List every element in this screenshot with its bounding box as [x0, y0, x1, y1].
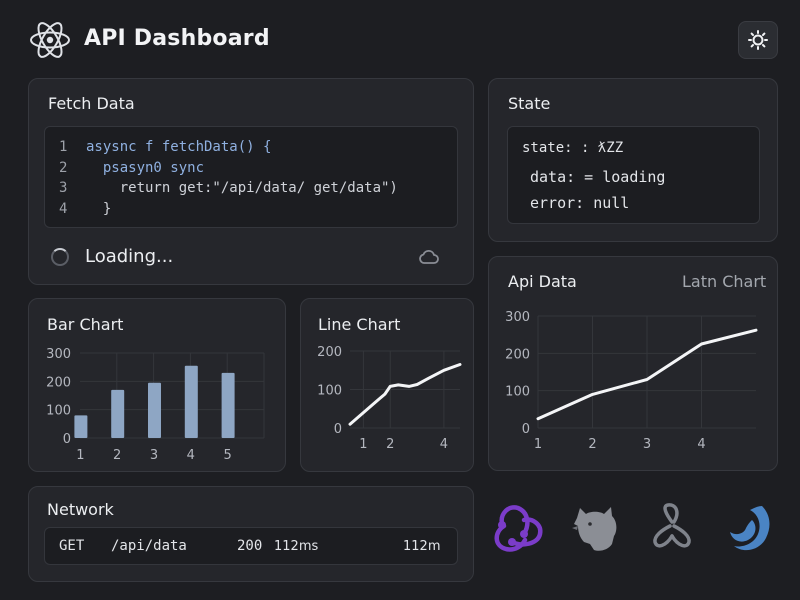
y-tick-label: 200 [317, 345, 342, 360]
theme-toggle-button[interactable] [738, 21, 778, 59]
code-block: 1 asysnc f fetchData() { 2 psasyn0 sync 3… [44, 126, 458, 228]
line-number: 2 [59, 160, 68, 176]
y-tick-label: 300 [505, 310, 530, 325]
bar-chart: 0 100 200 300 1 2 3 4 5 [46, 347, 265, 463]
request-method: GET [59, 538, 85, 554]
api-data-chart: 0 100 200 300 1 2 3 4 [505, 310, 758, 452]
code-line: asysnc f fetchData() { [86, 139, 272, 155]
cloud-icon[interactable] [418, 247, 440, 267]
x-tick-label: 2 [113, 448, 121, 463]
loading-status: Loading... [85, 246, 174, 267]
line-number: 1 [59, 139, 68, 155]
x-tick-label: 3 [643, 437, 651, 452]
y-tick-label: 0 [63, 432, 71, 447]
x-tick-label: 3 [150, 448, 158, 463]
bar-4 [184, 365, 198, 438]
x-tick-label: 5 [223, 448, 231, 463]
request-time: 112ms [274, 539, 319, 554]
state-line: data: = loading [530, 168, 666, 186]
line-chart-title: Line Chart [318, 315, 401, 334]
api-chart-subtitle: Latn Chart [682, 272, 767, 291]
x-tick-label: 1 [534, 437, 542, 452]
y-tick-label: 300 [46, 347, 71, 362]
api-chart-title: Api Data [508, 272, 577, 291]
fetch-card-title: Fetch Data [48, 94, 135, 113]
x-tick-label: 4 [697, 437, 705, 452]
code-line: } [86, 201, 112, 217]
bar-1 [74, 415, 88, 438]
line-number: 3 [59, 180, 68, 196]
y-tick-label: 100 [46, 404, 71, 419]
line-number: 4 [59, 201, 68, 217]
x-tick-label: 2 [588, 437, 596, 452]
state-line: state: : ƛZZ [522, 140, 624, 156]
x-tick-label: 1 [359, 437, 367, 452]
network-card-title: Network [47, 500, 114, 519]
atom-icon [30, 22, 70, 58]
x-tick-label: 4 [187, 448, 195, 463]
bar-3 [148, 382, 161, 438]
state-line: error: null [530, 194, 630, 212]
y-tick-label: 0 [522, 422, 530, 437]
y-tick-label: 100 [505, 385, 530, 400]
line-chart-card [300, 298, 474, 472]
swr-icon [730, 506, 770, 551]
request-path: /api/data [111, 538, 187, 554]
bar-chart-title: Bar Chart [47, 315, 124, 334]
bar-5 [221, 372, 235, 438]
request-duration: 112m [403, 539, 441, 554]
sun-icon [748, 30, 768, 50]
code-line: return get:"/api/data/ get/data") [86, 180, 398, 196]
x-tick-label: 1 [76, 448, 84, 463]
bear-icon [572, 507, 617, 551]
redux-icon [494, 505, 543, 552]
y-tick-label: 200 [46, 375, 71, 390]
y-tick-label: 100 [317, 384, 342, 399]
line-chart: 0 100 200 1 2 4 [317, 345, 462, 452]
x-tick-label: 4 [440, 437, 448, 452]
bar-2 [111, 389, 125, 438]
y-tick-label: 200 [505, 347, 530, 362]
network-request-row[interactable]: GET /api/data 200 112ms 112m [44, 527, 458, 565]
react-query-icon [653, 503, 691, 548]
code-line: psasyn0 sync [86, 160, 205, 176]
request-status: 200 [237, 538, 263, 554]
state-card-title: State [508, 94, 551, 113]
x-tick-label: 2 [386, 437, 394, 452]
api-data-card [488, 256, 778, 471]
state-block [507, 126, 760, 224]
spinner-icon [51, 248, 69, 266]
y-tick-label: 0 [334, 422, 342, 437]
page-title: API Dashboard [84, 26, 270, 51]
